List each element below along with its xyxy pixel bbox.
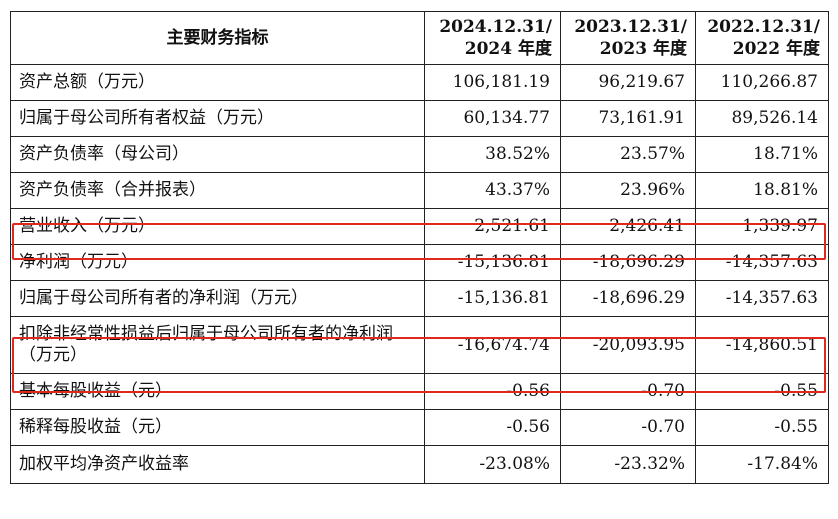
cell-2022: -14,357.63 (695, 244, 829, 281)
header-2022-date: 2022.12.31/ (707, 17, 820, 37)
cell-2023: 23.96% (560, 172, 696, 209)
cell-2024: -0.56 (424, 409, 561, 446)
table-row: 净利润（万元） -15,136.81 -18,696.29 -14,357.63 (10, 244, 829, 281)
cell-2024: 38.52% (424, 136, 561, 173)
cell-2024: 43.37% (424, 172, 561, 209)
cell-2022: 110,266.87 (695, 64, 829, 101)
header-2023-year: 2023 年度 (599, 39, 687, 59)
cell-2024: 106,181.19 (424, 64, 561, 101)
table-row-adjusted-net-profit: 扣除非经常性损益后归属于母公司所有者的净利润（万元） -16,674.74 -2… (10, 316, 829, 374)
row-label: 净利润（万元） (10, 244, 425, 281)
cell-2023: -20,093.95 (560, 316, 696, 374)
header-2022-year: 2022 年度 (732, 39, 820, 59)
row-label: 归属于母公司所有者的净利润（万元） (10, 280, 425, 317)
cell-2024: -16,674.74 (424, 316, 561, 374)
cell-2022: 1,339.97 (695, 208, 829, 245)
table-row: 稀释每股收益（元） -0.56 -0.70 -0.55 (10, 409, 829, 446)
row-label: 扣除非经常性损益后归属于母公司所有者的净利润（万元） (10, 316, 425, 374)
table-row: 归属于母公司所有者的净利润（万元） -15,136.81 -18,696.29 … (10, 280, 829, 317)
cell-2023: -18,696.29 (560, 244, 696, 281)
cell-2023: 96,219.67 (560, 64, 696, 101)
cell-2022: 18.81% (695, 172, 829, 209)
header-2023: 2023.12.31/ 2023 年度 (560, 11, 696, 65)
cell-2022: 89,526.14 (695, 100, 829, 137)
header-2024-year: 2024 年度 (464, 39, 552, 59)
row-label: 资产总额（万元） (10, 64, 425, 101)
table-row-revenue: 营业收入（万元） 2,521.61 2,426.41 1,339.97 (10, 208, 829, 245)
header-2023-date: 2023.12.31/ (574, 17, 687, 37)
table-header-row: 主要财务指标 2024.12.31/ 2024 年度 2023.12.31/ 2… (10, 11, 829, 65)
financial-indicators-table-wrapper: 主要财务指标 2024.12.31/ 2024 年度 2023.12.31/ 2… (10, 11, 829, 484)
cell-2023: 23.57% (560, 136, 696, 173)
table-row: 加权平均净资产收益率 -23.08% -23.32% -17.84% (10, 445, 829, 484)
table-row: 归属于母公司所有者权益（万元） 60,134.77 73,161.91 89,5… (10, 100, 829, 137)
cell-2023: -0.70 (560, 373, 696, 410)
cell-2023: -0.70 (560, 409, 696, 446)
row-label: 归属于母公司所有者权益（万元） (10, 100, 425, 137)
row-label: 资产负债率（合并报表） (10, 172, 425, 209)
cell-2022: -17.84% (695, 445, 829, 484)
cell-2024: 60,134.77 (424, 100, 561, 137)
row-label: 加权平均净资产收益率 (10, 445, 425, 484)
table-row: 基本每股收益（元） -0.56 -0.70 -0.55 (10, 373, 829, 410)
cell-2024: -23.08% (424, 445, 561, 484)
header-indicator: 主要财务指标 (10, 11, 425, 65)
table-row: 资产负债率（母公司） 38.52% 23.57% 18.71% (10, 136, 829, 173)
cell-2023: -18,696.29 (560, 280, 696, 317)
header-2024: 2024.12.31/ 2024 年度 (424, 11, 561, 65)
cell-2024: -0.56 (424, 373, 561, 410)
table-row: 资产总额（万元） 106,181.19 96,219.67 110,266.87 (10, 64, 829, 101)
cell-2022: -14,357.63 (695, 280, 829, 317)
cell-2022: -0.55 (695, 409, 829, 446)
financial-indicators-table: 主要财务指标 2024.12.31/ 2024 年度 2023.12.31/ 2… (10, 11, 829, 484)
cell-2023: 2,426.41 (560, 208, 696, 245)
cell-2022: -0.55 (695, 373, 829, 410)
row-label: 营业收入（万元） (10, 208, 425, 245)
row-label: 稀释每股收益（元） (10, 409, 425, 446)
cell-2023: 73,161.91 (560, 100, 696, 137)
cell-2023: -23.32% (560, 445, 696, 484)
cell-2022: -14,860.51 (695, 316, 829, 374)
cell-2022: 18.71% (695, 136, 829, 173)
header-2024-date: 2024.12.31/ (439, 17, 552, 37)
table-row: 资产负债率（合并报表） 43.37% 23.96% 18.81% (10, 172, 829, 209)
cell-2024: -15,136.81 (424, 280, 561, 317)
header-2022: 2022.12.31/ 2022 年度 (695, 11, 829, 65)
row-label: 资产负债率（母公司） (10, 136, 425, 173)
cell-2024: 2,521.61 (424, 208, 561, 245)
cell-2024: -15,136.81 (424, 244, 561, 281)
row-label: 基本每股收益（元） (10, 373, 425, 410)
